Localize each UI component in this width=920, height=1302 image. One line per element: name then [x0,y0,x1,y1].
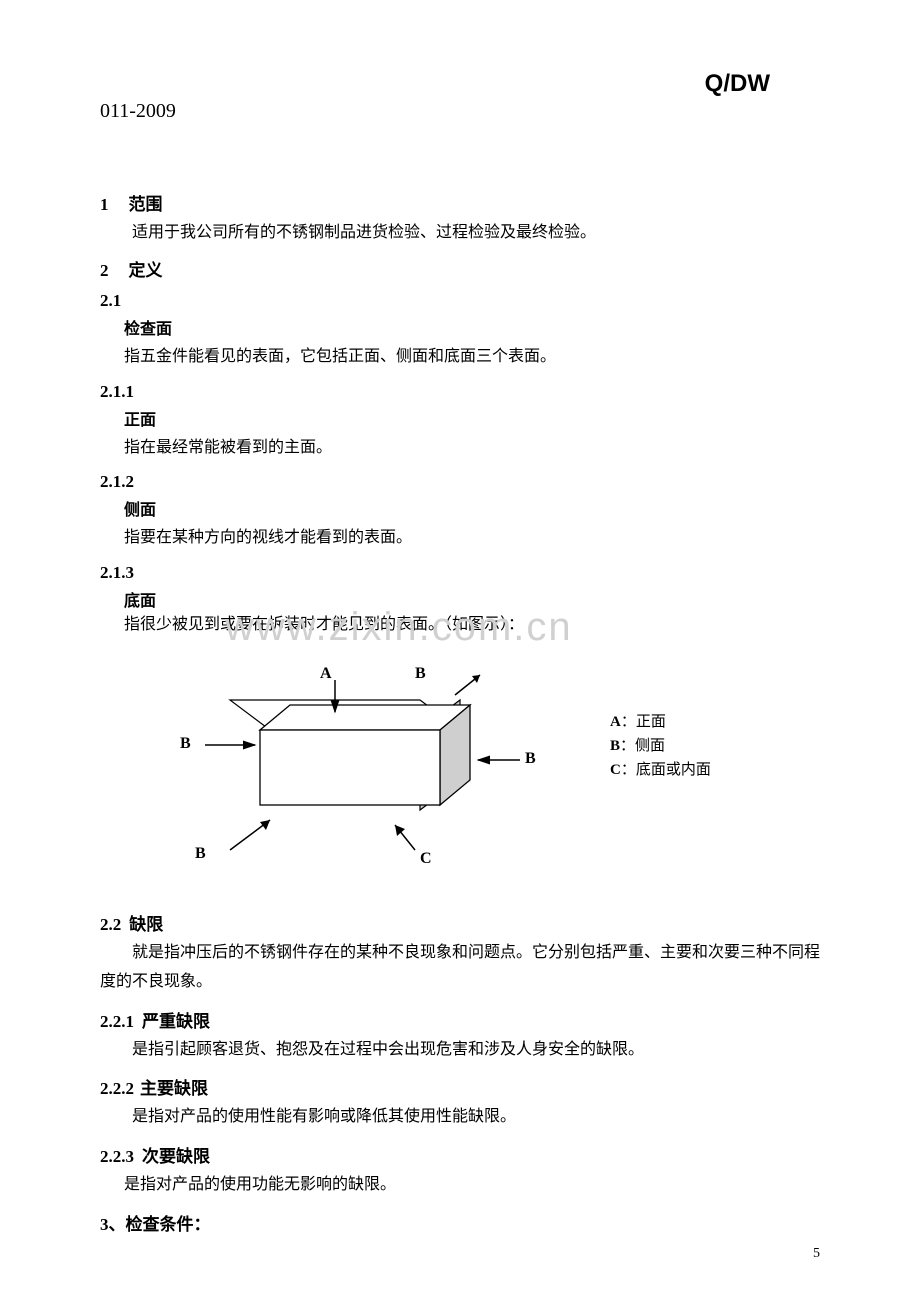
section-2-1-1-body: 指在最经常能被看到的主面。 [124,434,820,463]
arrow-b-bottomleft-head [260,820,270,830]
section-1-body: 适用于我公司所有的不锈钢制品进货检验、过程检验及最终检验。 [100,219,820,248]
legend-row-a: A：正面 [610,710,711,734]
section-2-1-1-num: 2.1.1 [100,382,820,402]
section-2-num: 2 [100,261,109,280]
front-face [260,730,440,805]
section-2: 2 定义 [100,256,820,281]
section-2-2-3: 2.2.3 次要缺限 [100,1142,820,1167]
section-3-title: 、检查条件： [109,1215,211,1234]
doc-code-right: Q/DW [705,70,770,98]
section-2-2: 2.2 缺限 [100,910,820,935]
section-2-2-3-num: 2.2.3 [100,1147,134,1166]
legend-c-key: C [610,762,621,778]
box-diagram-main [160,650,520,890]
section-2-1-2-num: 2.1.2 [100,472,820,492]
section-2-2-body: 就是指冲压后的不锈钢件存在的某种不良现象和问题点。它分别包括严重、主要和次要三种… [100,939,820,997]
section-2-1-2-title: 侧面 [124,496,820,520]
page-number: 5 [813,1246,820,1262]
section-3-num: 3 [100,1215,109,1234]
section-1-num: 1 [100,195,109,214]
diagram-legend: A：正面 B：侧面 C：底面或内面 [610,710,711,782]
legend-row-c: C：底面或内面 [610,758,711,782]
arrow-c-head [395,825,405,836]
section-1-title: 范围 [129,195,163,214]
legend-c-text: ：底面或内面 [621,762,711,778]
section-1: 1 范围 [100,190,820,215]
surface-diagram: A B B B B C A：正面 B：侧面 C：底面或内面 [100,650,820,900]
section-2-1-3-num: 2.1.3 [100,563,820,583]
legend-a-key: A [610,714,621,730]
label-b-right: B [525,750,536,768]
document-body: 1 范围 适用于我公司所有的不锈钢制品进货检验、过程检验及最终检验。 2 定义 … [100,190,820,1235]
legend-a-text: ：正面 [621,714,666,730]
section-2-title: 定义 [129,261,163,280]
section-2-1-body: 指五金件能看见的表面，它包括正面、侧面和底面三个表面。 [124,343,820,372]
section-2-2-1-body: 是指引起顾客退货、抱怨及在过程中会出现危害和涉及人身安全的缺限。 [100,1036,820,1065]
section-2-2-3-title: 次要缺限 [142,1147,210,1166]
doc-code-left: 011-2009 [100,100,176,123]
section-2-2-1-num: 2.2.1 [100,1012,134,1031]
section-3: 3、检查条件： [100,1210,820,1235]
legend-b-text: ：侧面 [620,738,665,754]
section-2-2-1: 2.2.1 严重缺限 [100,1007,820,1032]
section-2-1-1-title: 正面 [124,406,820,430]
top-face [260,705,470,730]
section-2-2-title: 缺限 [129,915,163,934]
legend-b-key: B [610,738,620,754]
section-2-1-title: 检查面 [124,315,820,339]
section-2-2-num: 2.2 [100,915,121,934]
section-2-2-1-title: 严重缺限 [142,1012,210,1031]
section-2-2-2-num: 2.2.2 [100,1079,134,1098]
section-2-1-3-title: 底面 [124,587,820,611]
section-2-1-num: 2.1 [100,291,820,311]
section-2-2-2-body: 是指对产品的使用性能有影响或降低其使用性能缺限。 [100,1103,820,1132]
section-2-2-3-body: 是指对产品的使用功能无影响的缺限。 [124,1171,820,1200]
section-2-1-3-body: 指很少被见到或要在拆装时才能见到的表面。（如图示）： [124,611,820,640]
arrow-b-topright-head [472,675,480,683]
section-2-2-2: 2.2.2 主要缺限 [100,1074,820,1099]
section-2-1-2-body: 指要在某种方向的视线才能看到的表面。 [124,524,820,553]
section-2-2-2-title: 主要缺限 [140,1079,208,1098]
legend-row-b: B：侧面 [610,734,711,758]
